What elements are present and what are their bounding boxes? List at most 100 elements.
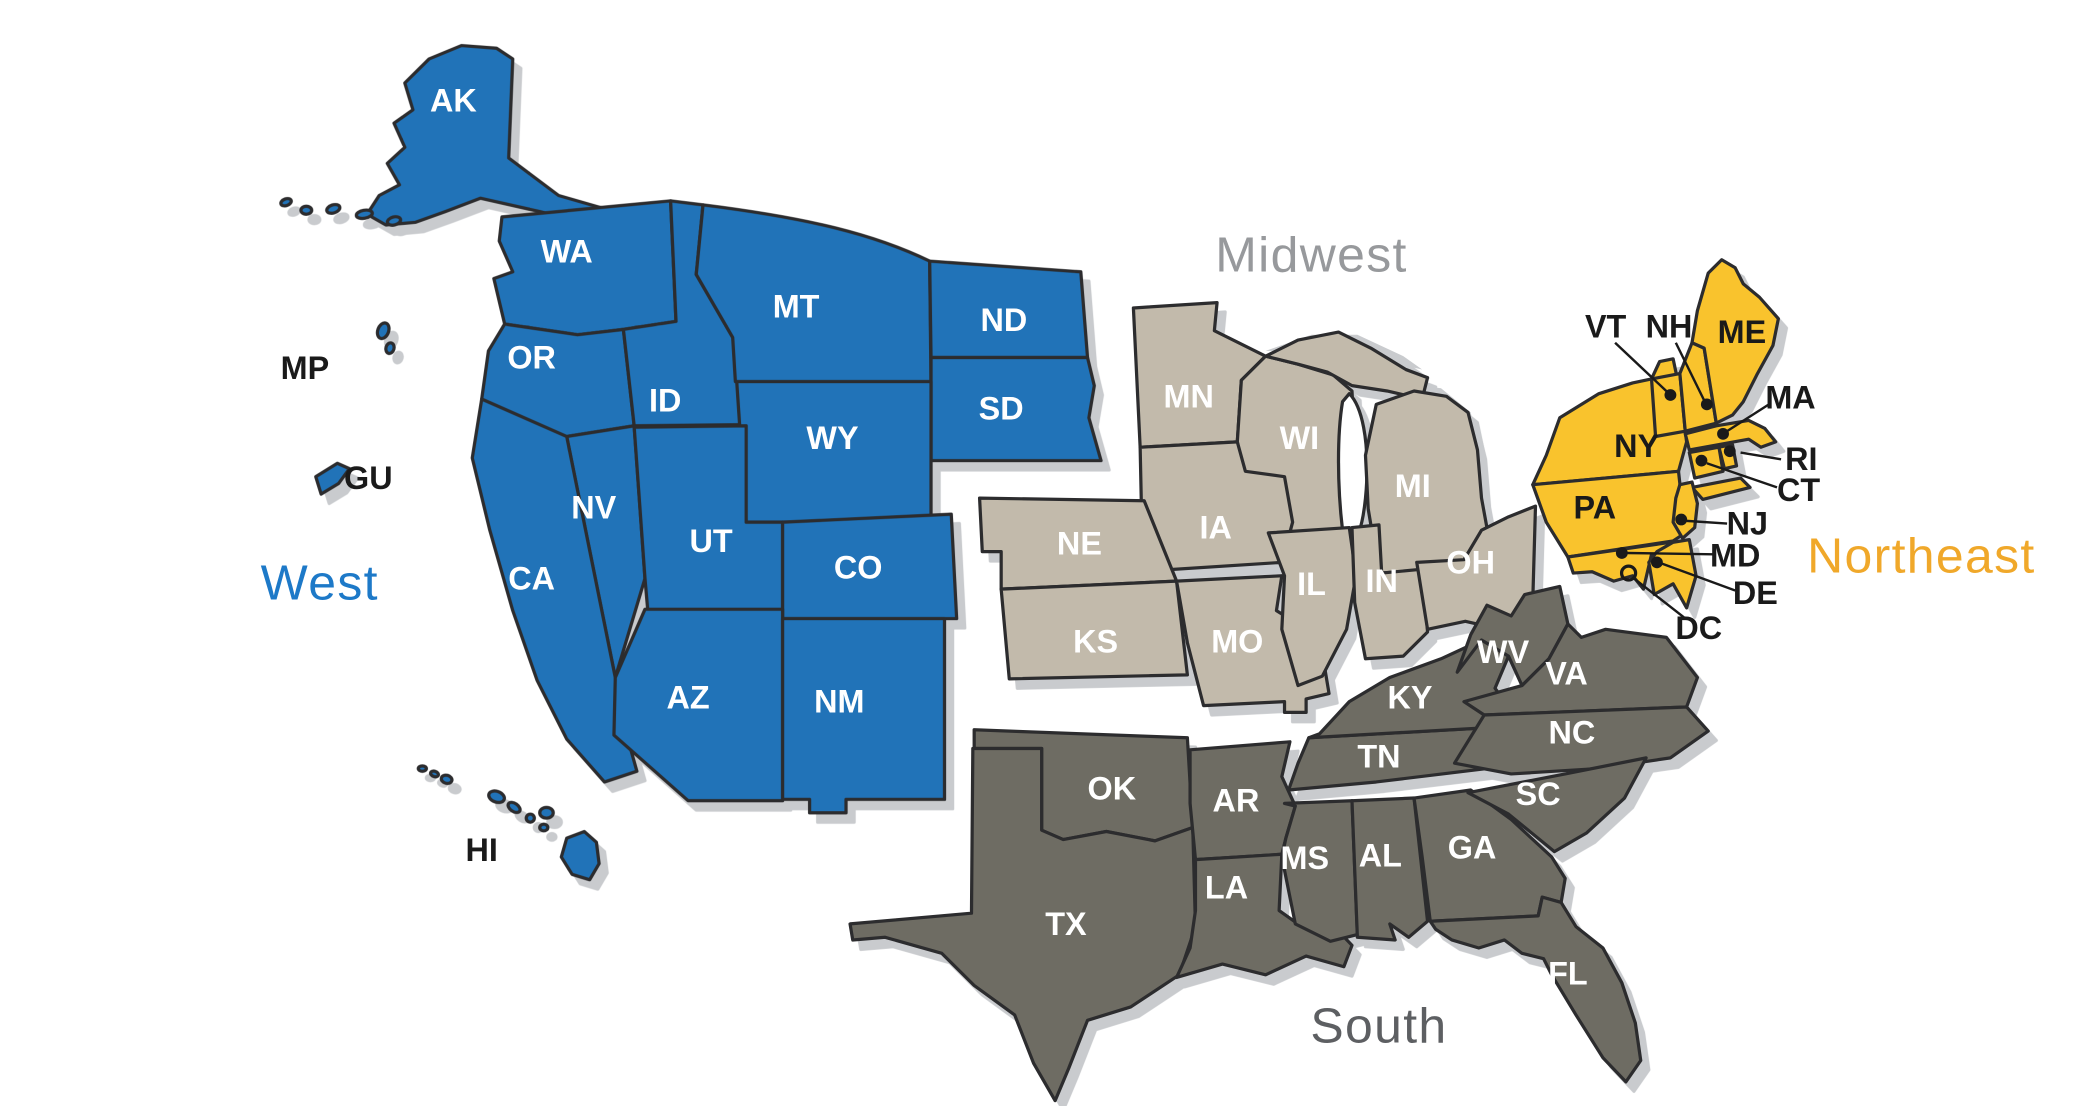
region-midwest (977, 301, 1538, 714)
state-shape-ma (1683, 418, 1778, 452)
ak-aleutian-island (279, 196, 293, 208)
state-label-mi: MI (1395, 468, 1431, 504)
callout-dot-de (1650, 556, 1663, 569)
callout-label-nj: NJ (1727, 506, 1768, 542)
region-west (279, 43, 1103, 882)
state-label-nv: NV (571, 490, 616, 526)
state-label-la: LA (1205, 870, 1248, 906)
state-label-va: VA (1545, 656, 1588, 692)
state-shape-mo (1174, 574, 1331, 714)
state-label-co: CO (834, 550, 883, 586)
hi-island (416, 764, 428, 773)
state-label-ks: KS (1073, 623, 1118, 659)
callout-label-vt: VT (1585, 309, 1627, 345)
callout-line-ct (1706, 462, 1778, 489)
state-label-ia: IA (1200, 510, 1232, 546)
callout-line-nh (1674, 342, 1706, 401)
callout-label-md: MD (1710, 538, 1760, 574)
callout-line-vt (1614, 341, 1669, 394)
state-label-al: AL (1359, 838, 1402, 874)
hi-big-island (559, 829, 601, 882)
ak-aleutian-island (299, 204, 314, 216)
state-label-tn: TN (1357, 739, 1400, 775)
state-shape-ks (999, 579, 1189, 681)
state-label-gu: GU (344, 460, 393, 496)
state-shape-la (1174, 852, 1354, 980)
callout-dot-ri (1723, 445, 1736, 458)
hi-island (538, 822, 550, 833)
ak-aleutian-island (354, 208, 374, 221)
hi-island (524, 812, 536, 824)
mp-island (384, 341, 396, 356)
label-layer: West Midwest South Northeast AK WA OR ID MT ND SD W… (261, 82, 2036, 1054)
state-label-or: OR (507, 340, 556, 376)
state-label-ny: NY (1614, 428, 1659, 464)
state-label-wv: WV (1477, 634, 1530, 670)
ak-aleutian-island (325, 202, 342, 215)
state-shape-co (780, 512, 959, 621)
state-shape-tx (848, 746, 1198, 1103)
state-shape-mi-upper (1264, 330, 1430, 401)
region-label-northeast: Northeast (1807, 528, 2036, 584)
state-shape-mi (1363, 389, 1489, 575)
state-label-hi: HI (466, 832, 498, 868)
ak-aleutian-island (385, 215, 403, 227)
state-label-ak: AK (430, 82, 477, 118)
hi-island (538, 805, 555, 820)
callout-label-nh: NH (1646, 309, 1693, 345)
state-label-ar: AR (1213, 783, 1260, 819)
state-label-mt: MT (773, 289, 820, 325)
state-label-sc: SC (1516, 776, 1561, 812)
state-label-me: ME (1718, 314, 1767, 350)
callout-dot-md (1615, 547, 1628, 559)
state-label-mp: MP (281, 350, 330, 386)
callout-line-nj (1686, 519, 1728, 525)
state-shape-ak (365, 43, 612, 230)
long-island (1690, 476, 1752, 502)
region-south (848, 584, 1710, 1103)
callout-line-de (1661, 562, 1736, 592)
state-label-wi: WI (1280, 420, 1320, 456)
state-shape-me (1690, 258, 1780, 425)
callout-label-de: DE (1733, 575, 1778, 611)
state-label-fl: FL (1548, 956, 1588, 992)
state-label-ms: MS (1280, 840, 1329, 876)
callout-dot-nj (1675, 513, 1688, 526)
state-label-ok: OK (1088, 771, 1137, 807)
state-shape-fl (1428, 895, 1643, 1084)
callout-label-ri: RI (1785, 441, 1817, 477)
region-label-west: West (261, 555, 379, 611)
state-label-ca: CA (508, 561, 555, 597)
callout-label-ct: CT (1777, 472, 1820, 508)
state-label-ga: GA (1448, 830, 1497, 866)
region-label-south: South (1310, 998, 1447, 1054)
state-label-id: ID (649, 382, 681, 418)
state-label-nd: ND (980, 302, 1027, 338)
callout-dot-ma (1717, 427, 1729, 440)
state-label-nm: NM (814, 684, 864, 720)
callout-line-ma (1726, 403, 1770, 433)
state-shape-de (1647, 538, 1698, 610)
state-shape-wv (1455, 584, 1570, 688)
state-label-ut: UT (689, 523, 732, 559)
lake-michigan (1336, 392, 1369, 538)
state-shape-oh (1415, 504, 1538, 631)
callout-line-dc (1633, 577, 1685, 619)
callout-dot-ct (1695, 454, 1708, 467)
hi-island (439, 773, 454, 786)
state-label-mo: MO (1211, 623, 1263, 659)
state-label-il: IL (1297, 566, 1326, 602)
callout-line-ri (1740, 451, 1782, 461)
state-label-oh: OH (1446, 544, 1495, 580)
state-label-sd: SD (979, 390, 1024, 426)
state-label-wa: WA (541, 234, 593, 270)
state-shape-nm (780, 617, 947, 815)
state-shape-ca (470, 397, 639, 784)
state-label-mn: MN (1164, 378, 1214, 414)
state-shape-az (612, 607, 785, 803)
callout-dot-vt (1664, 389, 1677, 401)
state-shape-in (1350, 523, 1430, 661)
hi-island (487, 789, 506, 805)
